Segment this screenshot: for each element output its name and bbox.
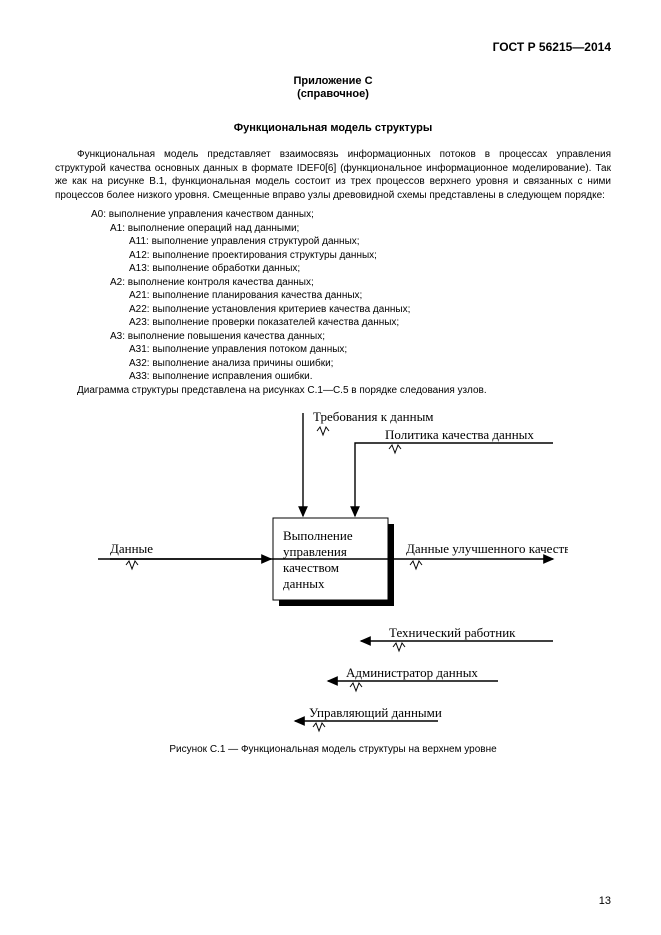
tree-item: А0: выполнение управления качеством данн… (55, 208, 611, 222)
tree-item: А32: выполнение анализа причины ошибки; (55, 357, 611, 371)
svg-text:Данные: Данные (110, 541, 153, 556)
figure-wrap: Выполнениеуправлениякачествомданных Данны… (55, 403, 611, 755)
svg-text:данных: данных (283, 576, 325, 591)
appendix-subtitle: (справочное) (55, 88, 611, 100)
document-code: ГОСТ Р 56215—2014 (55, 40, 611, 54)
idef0-diagram: Выполнениеуправлениякачествомданных Данны… (98, 403, 568, 733)
svg-text:управления: управления (283, 544, 347, 559)
hierarchy-list: А0: выполнение управления качеством данн… (55, 208, 611, 384)
section-title: Функциональная модель структуры (55, 122, 611, 134)
tree-item: А31: выполнение управления потоком данны… (55, 343, 611, 357)
svg-text:Данные улучшенного качества: Данные улучшенного качества (406, 541, 568, 556)
page-container: ГОСТ Р 56215—2014 Приложение С (справочн… (0, 0, 661, 935)
figure-caption: Рисунок С.1 — Функциональная модель стру… (55, 744, 611, 755)
tree-item: А21: выполнение планирования качества да… (55, 289, 611, 303)
tree-item: А3: выполнение повышения качества данных… (55, 330, 611, 344)
intro-paragraph: Функциональная модель представляет взаим… (55, 148, 611, 202)
figure-intro-paragraph: Диаграмма структуры представлена на рису… (55, 384, 611, 398)
svg-text:Управляющий данными: Управляющий данными (309, 705, 442, 720)
tree-item: А12: выполнение проектирования структуры… (55, 249, 611, 263)
svg-text:качеством: качеством (283, 560, 339, 575)
tree-item: А22: выполнение установления критериев к… (55, 303, 611, 317)
tree-item: А2: выполнение контроля качества данных; (55, 276, 611, 290)
appendix-title: Приложение С (55, 74, 611, 88)
svg-text:Технический работник: Технический работник (389, 625, 516, 640)
page-number: 13 (599, 895, 611, 907)
svg-text:Выполнение: Выполнение (283, 528, 353, 543)
tree-item: А13: выполнение обработки данных; (55, 262, 611, 276)
svg-text:Политика качества данных: Политика качества данных (385, 427, 534, 442)
tree-item: А11: выполнение управления структурой да… (55, 235, 611, 249)
tree-item: А1: выполнение операций над данными; (55, 222, 611, 236)
svg-text:Требования к данным: Требования к данным (313, 409, 434, 424)
tree-item: А23: выполнение проверки показателей кач… (55, 316, 611, 330)
svg-text:Администратор данных: Администратор данных (346, 665, 478, 680)
tree-item: А33: выполнение исправления ошибки. (55, 370, 611, 384)
